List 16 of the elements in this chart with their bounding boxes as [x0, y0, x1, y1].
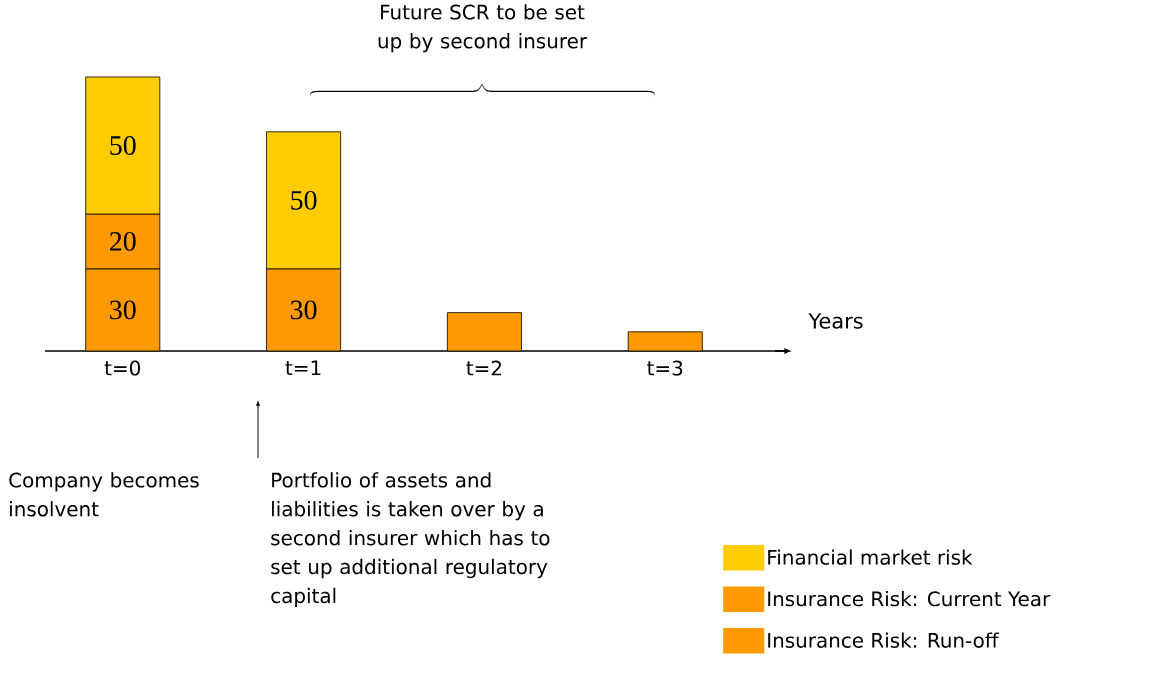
data-label: 30: [290, 300, 317, 320]
text: Future SCR to be set up by second insurer: [378, 4, 588, 53]
x-tick-label: t=0: [104, 360, 141, 376]
text: Company becomes insolvent: [9, 472, 199, 517]
legend-label: Insurance Risk: Run-off: [768, 632, 999, 648]
legend-label: Financial market risk: [768, 549, 973, 565]
x-tick-label: t=2: [466, 360, 502, 376]
data-label: 50: [110, 136, 136, 155]
text: Portfolio of assets and liabilities is taken over by a second insurer which has to set up additional regulatory capital: [271, 472, 550, 608]
x-tick-label: t=3: [647, 360, 683, 376]
data-label: 50: [291, 190, 317, 210]
data-label: 20: [110, 231, 136, 251]
x-tick-label: t=1: [285, 360, 321, 376]
legend-label: Insurance Risk: Current Year: [768, 590, 1051, 607]
data-label: 30: [110, 300, 136, 320]
x-axis-title: Years: [808, 313, 863, 329]
